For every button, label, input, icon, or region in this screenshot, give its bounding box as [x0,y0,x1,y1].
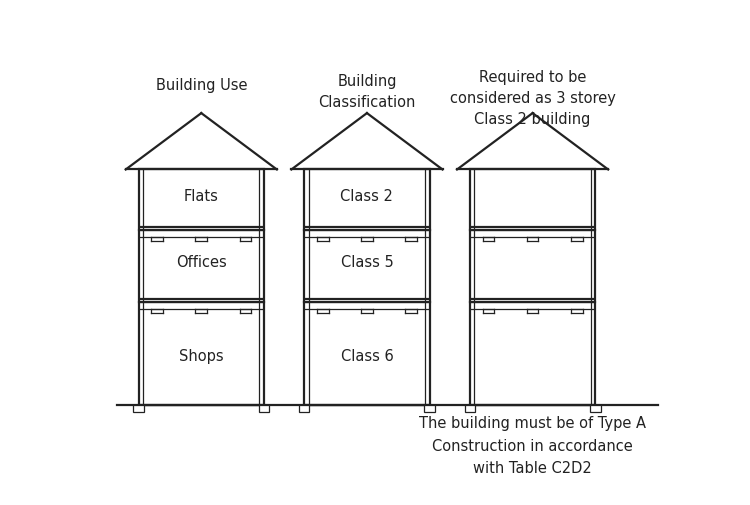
Text: The building must be of Type A
Construction in accordance
with Table C2D2: The building must be of Type A Construct… [419,417,646,476]
Bar [304,170,430,230]
Bar [470,301,596,405]
Bar [139,170,264,230]
Text: Building Use: Building Use [155,78,247,93]
Bar [299,405,310,412]
Bar [304,301,430,405]
Text: Flats: Flats [184,188,219,204]
Text: Offices: Offices [176,255,226,270]
Text: Building
Classification: Building Classification [318,74,416,110]
Bar [139,301,264,405]
Text: Class 5: Class 5 [340,255,393,270]
Bar [259,405,269,412]
Bar [464,405,475,412]
Bar [424,405,435,412]
Text: Class 6: Class 6 [340,349,393,364]
Text: Class 2: Class 2 [340,188,393,204]
Text: Required to be
considered as 3 storey
Class 2 building: Required to be considered as 3 storey Cl… [450,70,616,127]
Bar [470,170,596,230]
Bar [304,230,430,301]
Bar [590,405,601,412]
Bar [134,405,144,412]
Bar [470,230,596,301]
Bar [139,230,264,301]
Text: Shops: Shops [179,349,224,364]
